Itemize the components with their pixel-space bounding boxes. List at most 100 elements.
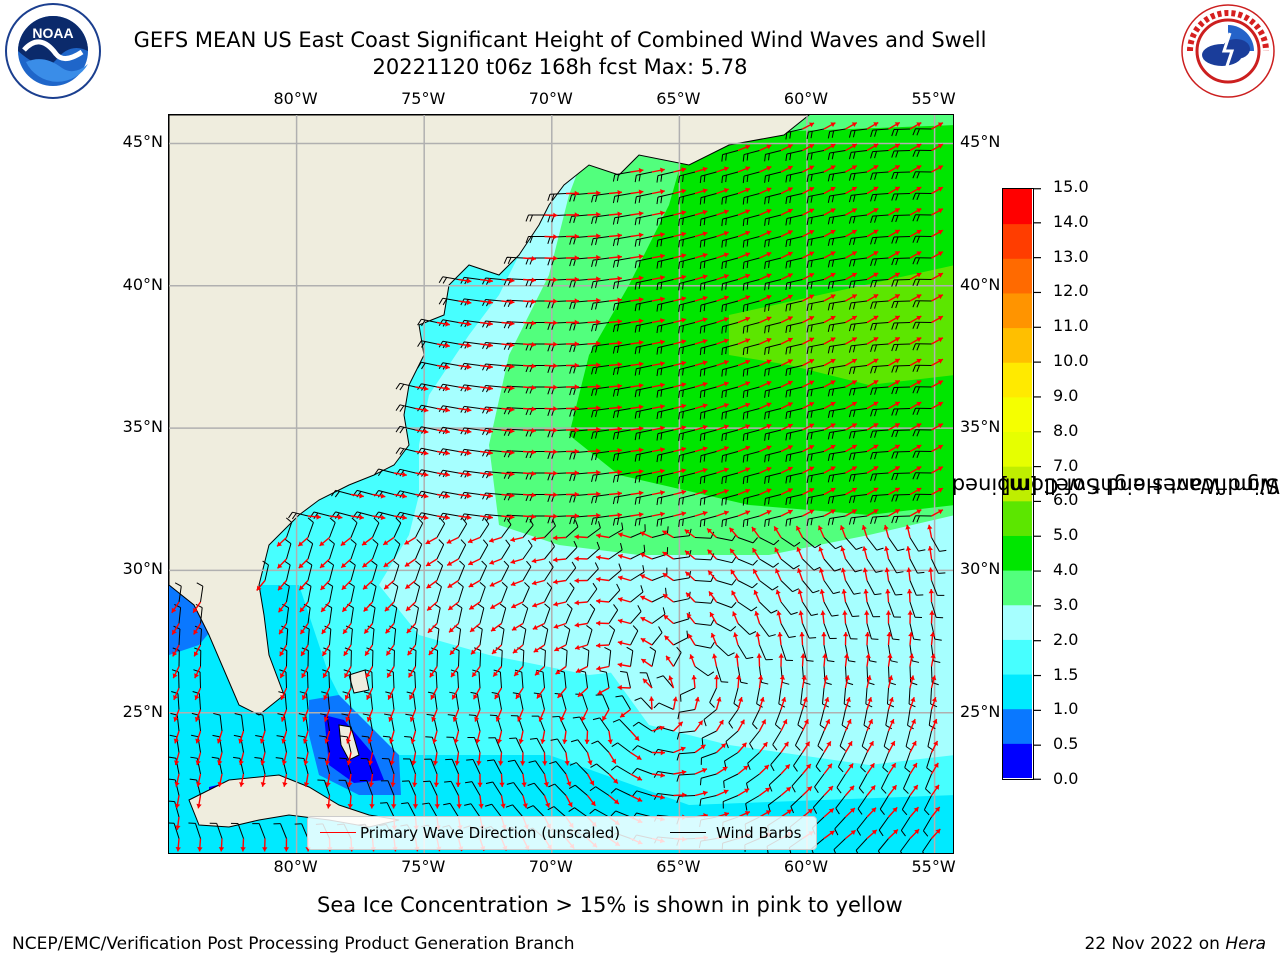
wind-barb-staff [679, 451, 696, 456]
wind-barb-staff [571, 472, 588, 475]
wind-barb-staff [815, 752, 825, 767]
wind-barb [759, 601, 778, 614]
wind-barb-feather [528, 760, 536, 763]
wind-barb-staff [563, 672, 567, 689]
wind-barb [678, 429, 696, 441]
wind-barb-feather [682, 239, 684, 247]
wind-barb-staff [522, 587, 530, 603]
wind-barb-staff [814, 773, 825, 788]
wind-barb-feather [569, 323, 573, 331]
wind-barb-feather [773, 539, 780, 546]
wind-barb-feather [742, 348, 745, 356]
wind-barb [699, 300, 717, 313]
wind-barb-staff [593, 257, 610, 261]
wind-barb-staff [700, 300, 717, 306]
wind-barb-staff [614, 343, 631, 348]
wind-barb-feather [834, 568, 842, 572]
wind-barb-feather [616, 367, 620, 375]
wind-barb-feather [506, 782, 514, 785]
wind-barb-staff [678, 795, 696, 797]
wind-barb [213, 712, 223, 732]
wind-barb-staff [786, 193, 803, 198]
wind-barb-staff [479, 523, 490, 538]
wind-barb-staff [571, 429, 588, 432]
wind-barb [759, 644, 773, 661]
wind-barb-staff [442, 491, 459, 495]
wind-barb [737, 601, 758, 612]
wind-barb [193, 669, 201, 689]
wind-barb [529, 737, 545, 753]
wind-barb [506, 782, 524, 796]
wind-barb-staff [716, 666, 722, 682]
wind-barb-feather [170, 712, 178, 716]
wind-barb [413, 582, 421, 603]
wind-barb [417, 361, 438, 370]
wind-barb-staff [716, 644, 729, 657]
wind-barb-staff [506, 256, 524, 259]
wind-barb-staff [716, 558, 733, 564]
wind-barb [362, 713, 373, 732]
wind-barb-staff [700, 386, 717, 392]
wind-barb-staff [587, 527, 601, 538]
wind-barb [501, 582, 508, 603]
wind-barb-staff [198, 715, 201, 732]
wind-barb-feather [831, 614, 839, 617]
wind-barb-feather [806, 518, 809, 527]
wind-barb-feather [926, 767, 933, 773]
wind-barb [699, 494, 717, 506]
wind-barb [634, 171, 653, 183]
wind-barb-feather [870, 345, 874, 353]
wind-barb-feather [521, 603, 529, 609]
wind-barb-feather [879, 808, 885, 816]
wind-barb-staff [743, 193, 760, 199]
wind-barb-feather [569, 431, 573, 439]
wind-barb [634, 236, 653, 247]
wind-barb [417, 426, 438, 434]
wind-barb-feather [827, 496, 831, 504]
wind-barb [827, 150, 846, 160]
wind-barb [802, 644, 814, 662]
wind-barb-staff [790, 795, 803, 807]
wind-barb-feather [742, 520, 745, 528]
wind-barb-staff [802, 644, 808, 661]
wind-barb-feather [678, 304, 680, 312]
land-north-america [169, 115, 810, 716]
wind-barb-feather [827, 303, 831, 311]
wind-barb-staff [743, 515, 760, 521]
wind-barb-staff [399, 511, 416, 517]
wind-barb [591, 515, 610, 526]
wind-barb [501, 560, 510, 581]
wind-barb-feather [923, 830, 929, 837]
wind-barb-feather [742, 412, 745, 420]
wind-barb-staff [673, 652, 682, 667]
wind-barb-staff [931, 601, 937, 618]
wind-barb-feather [660, 389, 663, 397]
wind-barb-feather [686, 630, 689, 638]
wind-barb-feather [746, 368, 749, 376]
wind-barb-feather [474, 647, 481, 651]
wind-barb-feather [634, 433, 637, 441]
wind-barb-staff [743, 214, 760, 220]
wind-barb-feather [827, 324, 831, 332]
wind-barb-staff [593, 429, 610, 433]
wind-barb-staff [485, 427, 502, 431]
wind-barb [402, 780, 416, 796]
wind-barb [785, 365, 803, 377]
wind-barb-feather [916, 150, 920, 157]
wind-barb-feather [590, 763, 597, 768]
wind-barb-staff [786, 171, 803, 176]
wind-barb [678, 279, 696, 291]
wind-barb-feather [789, 217, 792, 225]
wind-barb [785, 150, 803, 162]
wind-barb-feather [682, 389, 684, 397]
wind-barb-staff [565, 567, 577, 581]
wind-barb [797, 709, 804, 730]
wind-barb [479, 560, 488, 581]
wind-barb-feather [752, 537, 758, 544]
wind-barb-staff [413, 693, 416, 710]
wind-barb-staff [414, 671, 416, 689]
wind-barb-staff [743, 300, 760, 306]
wind-barb [634, 408, 653, 419]
wind-barb-staff [679, 408, 696, 413]
wind-barb-feather [731, 602, 737, 608]
